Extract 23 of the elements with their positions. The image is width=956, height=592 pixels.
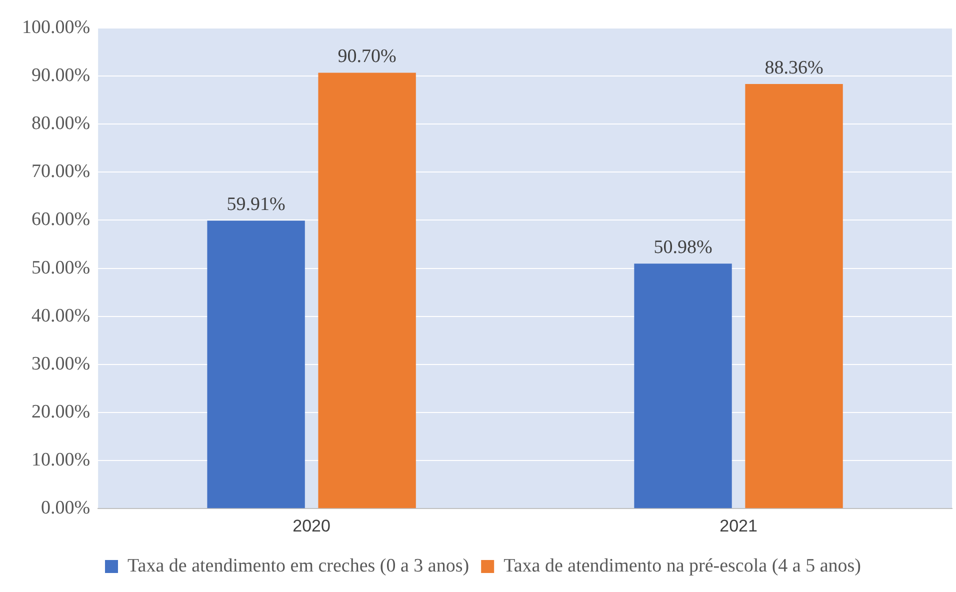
y-tick-label: 40.00% bbox=[32, 305, 90, 326]
y-tick-label: 70.00% bbox=[32, 161, 90, 182]
y-tick-label: 20.00% bbox=[32, 401, 90, 422]
bar bbox=[207, 220, 305, 508]
legend-label: Taxa de atendimento na pré-escola (4 a 5 anos) bbox=[504, 555, 861, 576]
y-tick-label: 30.00% bbox=[32, 353, 90, 374]
y-tick-label: 80.00% bbox=[32, 113, 90, 134]
y-tick-label: 100.00% bbox=[22, 16, 90, 38]
data-label: 50.98% bbox=[654, 237, 712, 258]
x-tick-label: 2021 bbox=[720, 516, 758, 536]
y-tick-label: 90.00% bbox=[32, 65, 90, 86]
bar bbox=[745, 84, 843, 508]
y-tick-label: 60.00% bbox=[32, 209, 90, 230]
data-label: 90.70% bbox=[338, 46, 397, 68]
y-tick-label: 50.00% bbox=[32, 257, 90, 278]
bar bbox=[318, 72, 416, 508]
data-label: 88.36% bbox=[764, 57, 824, 78]
bar bbox=[634, 264, 732, 508]
y-tick-label: 10.00% bbox=[32, 450, 90, 471]
y-tick-label: 0.00% bbox=[41, 498, 90, 519]
legend-label: Taxa de atendimento em creches (0 a 3 anos) bbox=[128, 555, 470, 576]
data-label: 59.91% bbox=[226, 194, 286, 216]
x-tick-label: 2020 bbox=[292, 516, 330, 536]
